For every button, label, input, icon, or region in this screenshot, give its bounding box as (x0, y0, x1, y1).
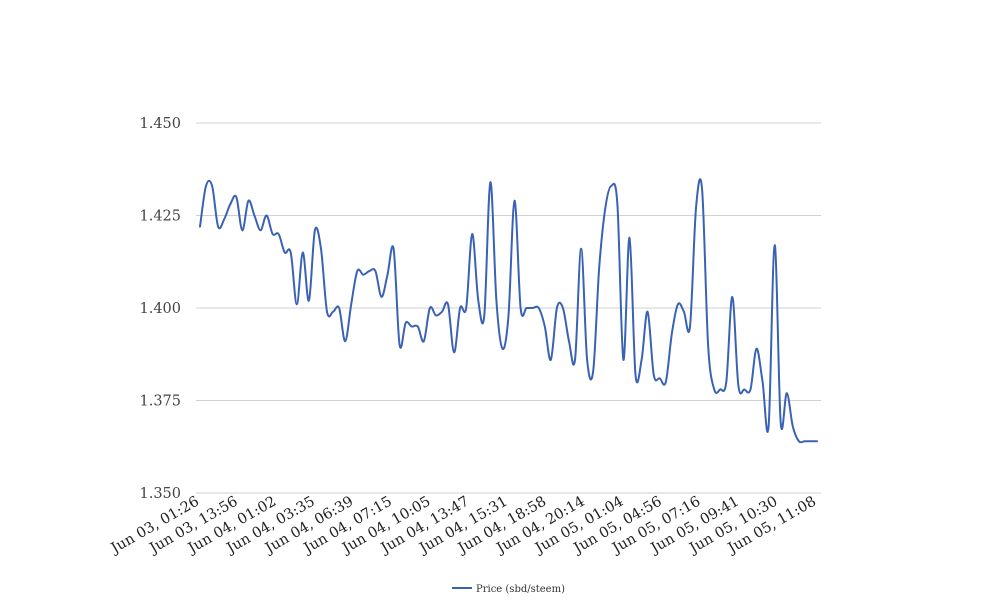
y-axis-ticks: 1.450 1.425 1.400 1.375 1.350 (139, 116, 181, 502)
y-tick-label: 1.450 (139, 116, 181, 132)
legend[interactable]: Price (sbd/steem) (452, 584, 565, 595)
legend-label-price: Price (sbd/steem) (476, 584, 565, 595)
series-layer (199, 178, 818, 444)
y-tick-label: 1.350 (139, 486, 181, 502)
y-tick-label: 1.425 (139, 209, 181, 225)
series-line-price (199, 178, 818, 444)
y-tick-label: 1.400 (139, 301, 181, 317)
y-tick-label: 1.375 (139, 394, 181, 410)
